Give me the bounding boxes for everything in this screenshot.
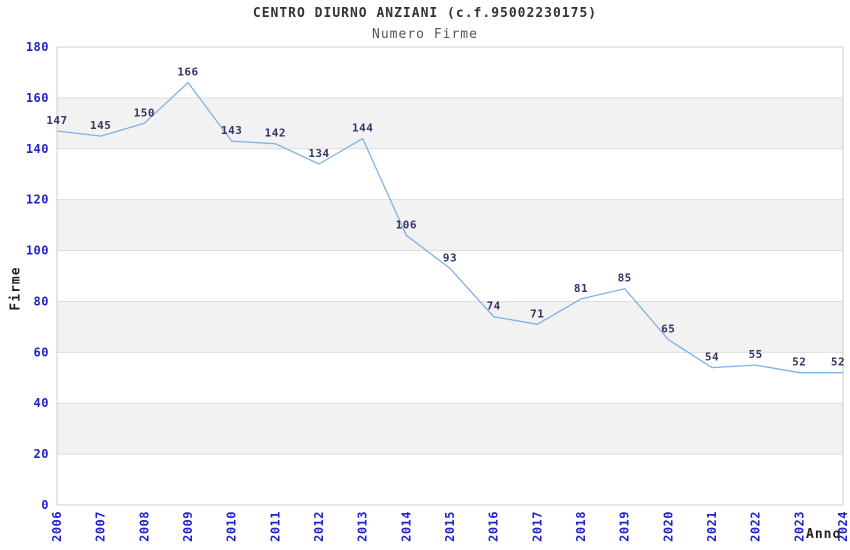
y-tick-label: 180 bbox=[26, 40, 49, 54]
grid-lines bbox=[57, 97, 843, 455]
value-label: 52 bbox=[831, 356, 845, 369]
value-label: 55 bbox=[749, 348, 763, 361]
x-axis-title: Anno bbox=[806, 527, 842, 542]
y-tick-label: 80 bbox=[34, 294, 49, 308]
x-tick-label: 2010 bbox=[225, 511, 239, 542]
value-label: 147 bbox=[46, 114, 67, 127]
y-tick-label: 140 bbox=[26, 142, 49, 156]
x-tick-label: 2009 bbox=[181, 511, 195, 542]
value-label: 145 bbox=[90, 119, 111, 132]
chart-title: CENTRO DIURNO ANZIANI (c.f.95002230175) bbox=[252, 6, 598, 21]
y-tick-label: 160 bbox=[26, 91, 49, 105]
x-tick-label: 2020 bbox=[661, 511, 675, 542]
value-label: 85 bbox=[618, 272, 632, 285]
plot-bands bbox=[57, 97, 843, 455]
x-tick-label: 2013 bbox=[356, 511, 370, 542]
y-axis-title: Firme bbox=[8, 266, 24, 311]
value-labels: 147 145 150 166 143 142 134 144 106 93 74 71 81 85 65 5… bbox=[46, 66, 845, 369]
value-label: 81 bbox=[574, 282, 588, 295]
x-tick-label: 2023 bbox=[792, 511, 806, 542]
y-tick-label: 60 bbox=[34, 345, 49, 359]
value-label: 71 bbox=[530, 307, 544, 320]
x-tick-label: 2024 bbox=[836, 511, 850, 542]
x-tick-label: 2012 bbox=[312, 511, 326, 542]
value-label: 142 bbox=[265, 127, 286, 140]
y-tick-label: 100 bbox=[26, 244, 49, 258]
x-tick-label: 2015 bbox=[443, 511, 457, 542]
plot-border bbox=[56, 46, 844, 506]
data-line bbox=[56, 81, 843, 374]
value-label: 65 bbox=[661, 323, 675, 336]
chart-subtitle: Numero Firme bbox=[372, 27, 478, 42]
x-tick-label: 2017 bbox=[530, 511, 544, 542]
y-tick-label: 20 bbox=[34, 447, 49, 461]
x-tick-label: 2011 bbox=[268, 511, 282, 542]
value-label: 52 bbox=[792, 356, 806, 369]
value-label: 134 bbox=[308, 147, 329, 160]
x-tick-label: 2006 bbox=[50, 511, 64, 542]
y-tick-labels: 0 20 40 60 80 100 120 140 160 180 bbox=[26, 40, 49, 512]
y-tick-label: 40 bbox=[34, 396, 49, 410]
value-label: 144 bbox=[352, 122, 373, 135]
y-tick-label: 120 bbox=[26, 193, 49, 207]
x-tick-label: 2019 bbox=[618, 511, 632, 542]
x-tick-label: 2008 bbox=[137, 511, 151, 542]
value-label: 74 bbox=[487, 300, 501, 313]
value-label: 150 bbox=[134, 106, 155, 119]
x-tick-label: 2018 bbox=[574, 511, 588, 542]
x-tick-label: 2022 bbox=[749, 511, 763, 542]
x-tick-labels: 2006 2007 2008 2009 2010 2011 2012 2013 2014 2015… bbox=[50, 511, 850, 542]
x-tick-label: 2021 bbox=[705, 511, 719, 542]
x-tick-label: 2007 bbox=[94, 511, 108, 542]
value-label: 93 bbox=[443, 251, 457, 264]
value-label: 106 bbox=[396, 218, 417, 231]
value-label: 54 bbox=[705, 351, 719, 364]
x-tick-label: 2014 bbox=[399, 511, 413, 542]
value-label: 143 bbox=[221, 124, 242, 137]
x-tick-label: 2016 bbox=[487, 511, 501, 542]
y-tick-label: 0 bbox=[41, 498, 49, 512]
value-label: 166 bbox=[177, 66, 198, 79]
